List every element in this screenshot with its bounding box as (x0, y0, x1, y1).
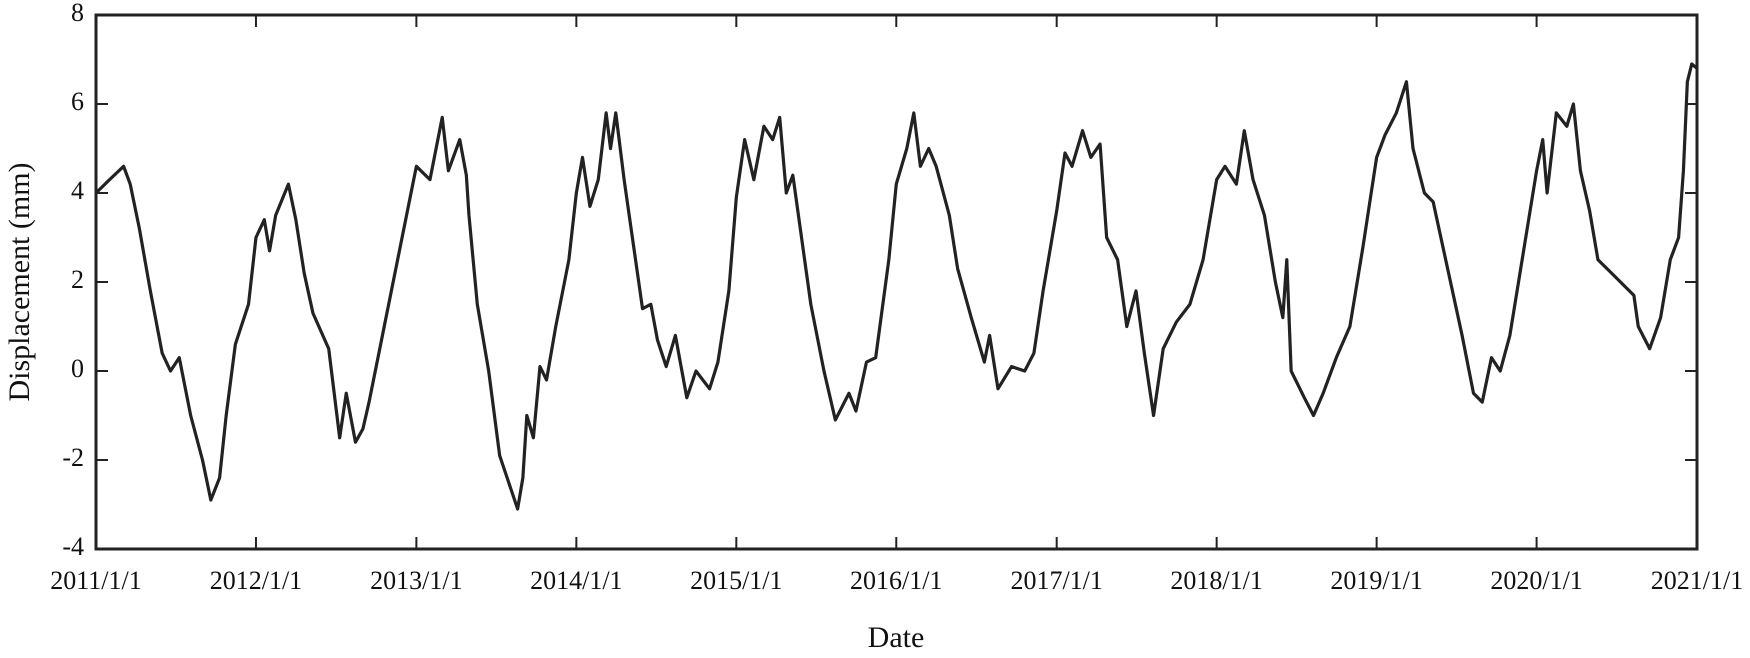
y-tick-label: 6 (71, 87, 84, 116)
x-tick-label: 2019/1/1 (1330, 566, 1422, 595)
y-tick-label: 2 (71, 265, 84, 294)
y-tick-label: -2 (62, 443, 84, 472)
x-tick-label: 2013/1/1 (370, 566, 462, 595)
plot-frame (94, 13, 1699, 551)
x-tick-label: 2014/1/1 (530, 566, 622, 595)
x-tick-label: 2015/1/1 (690, 566, 782, 595)
y-tick-label: -4 (62, 532, 84, 561)
x-tick-label: 2017/1/1 (1010, 566, 1102, 595)
y-tick-label: 4 (71, 176, 84, 205)
x-axis-label: Date (868, 621, 925, 654)
x-tick-label: 2011/1/1 (50, 566, 141, 595)
x-tick-label: 2018/1/1 (1170, 566, 1262, 595)
x-tick-label: 2012/1/1 (210, 566, 302, 595)
y-axis-label: Displacement (mm) (3, 162, 36, 401)
x-tick-label: 2020/1/1 (1490, 566, 1582, 595)
x-tick-label: 2016/1/1 (850, 566, 942, 595)
y-tick-label: 8 (71, 0, 84, 27)
y-tick-label: 0 (71, 354, 84, 383)
data-line (94, 62, 1699, 511)
x-tick-label: 2021/1/1 (1651, 566, 1743, 595)
